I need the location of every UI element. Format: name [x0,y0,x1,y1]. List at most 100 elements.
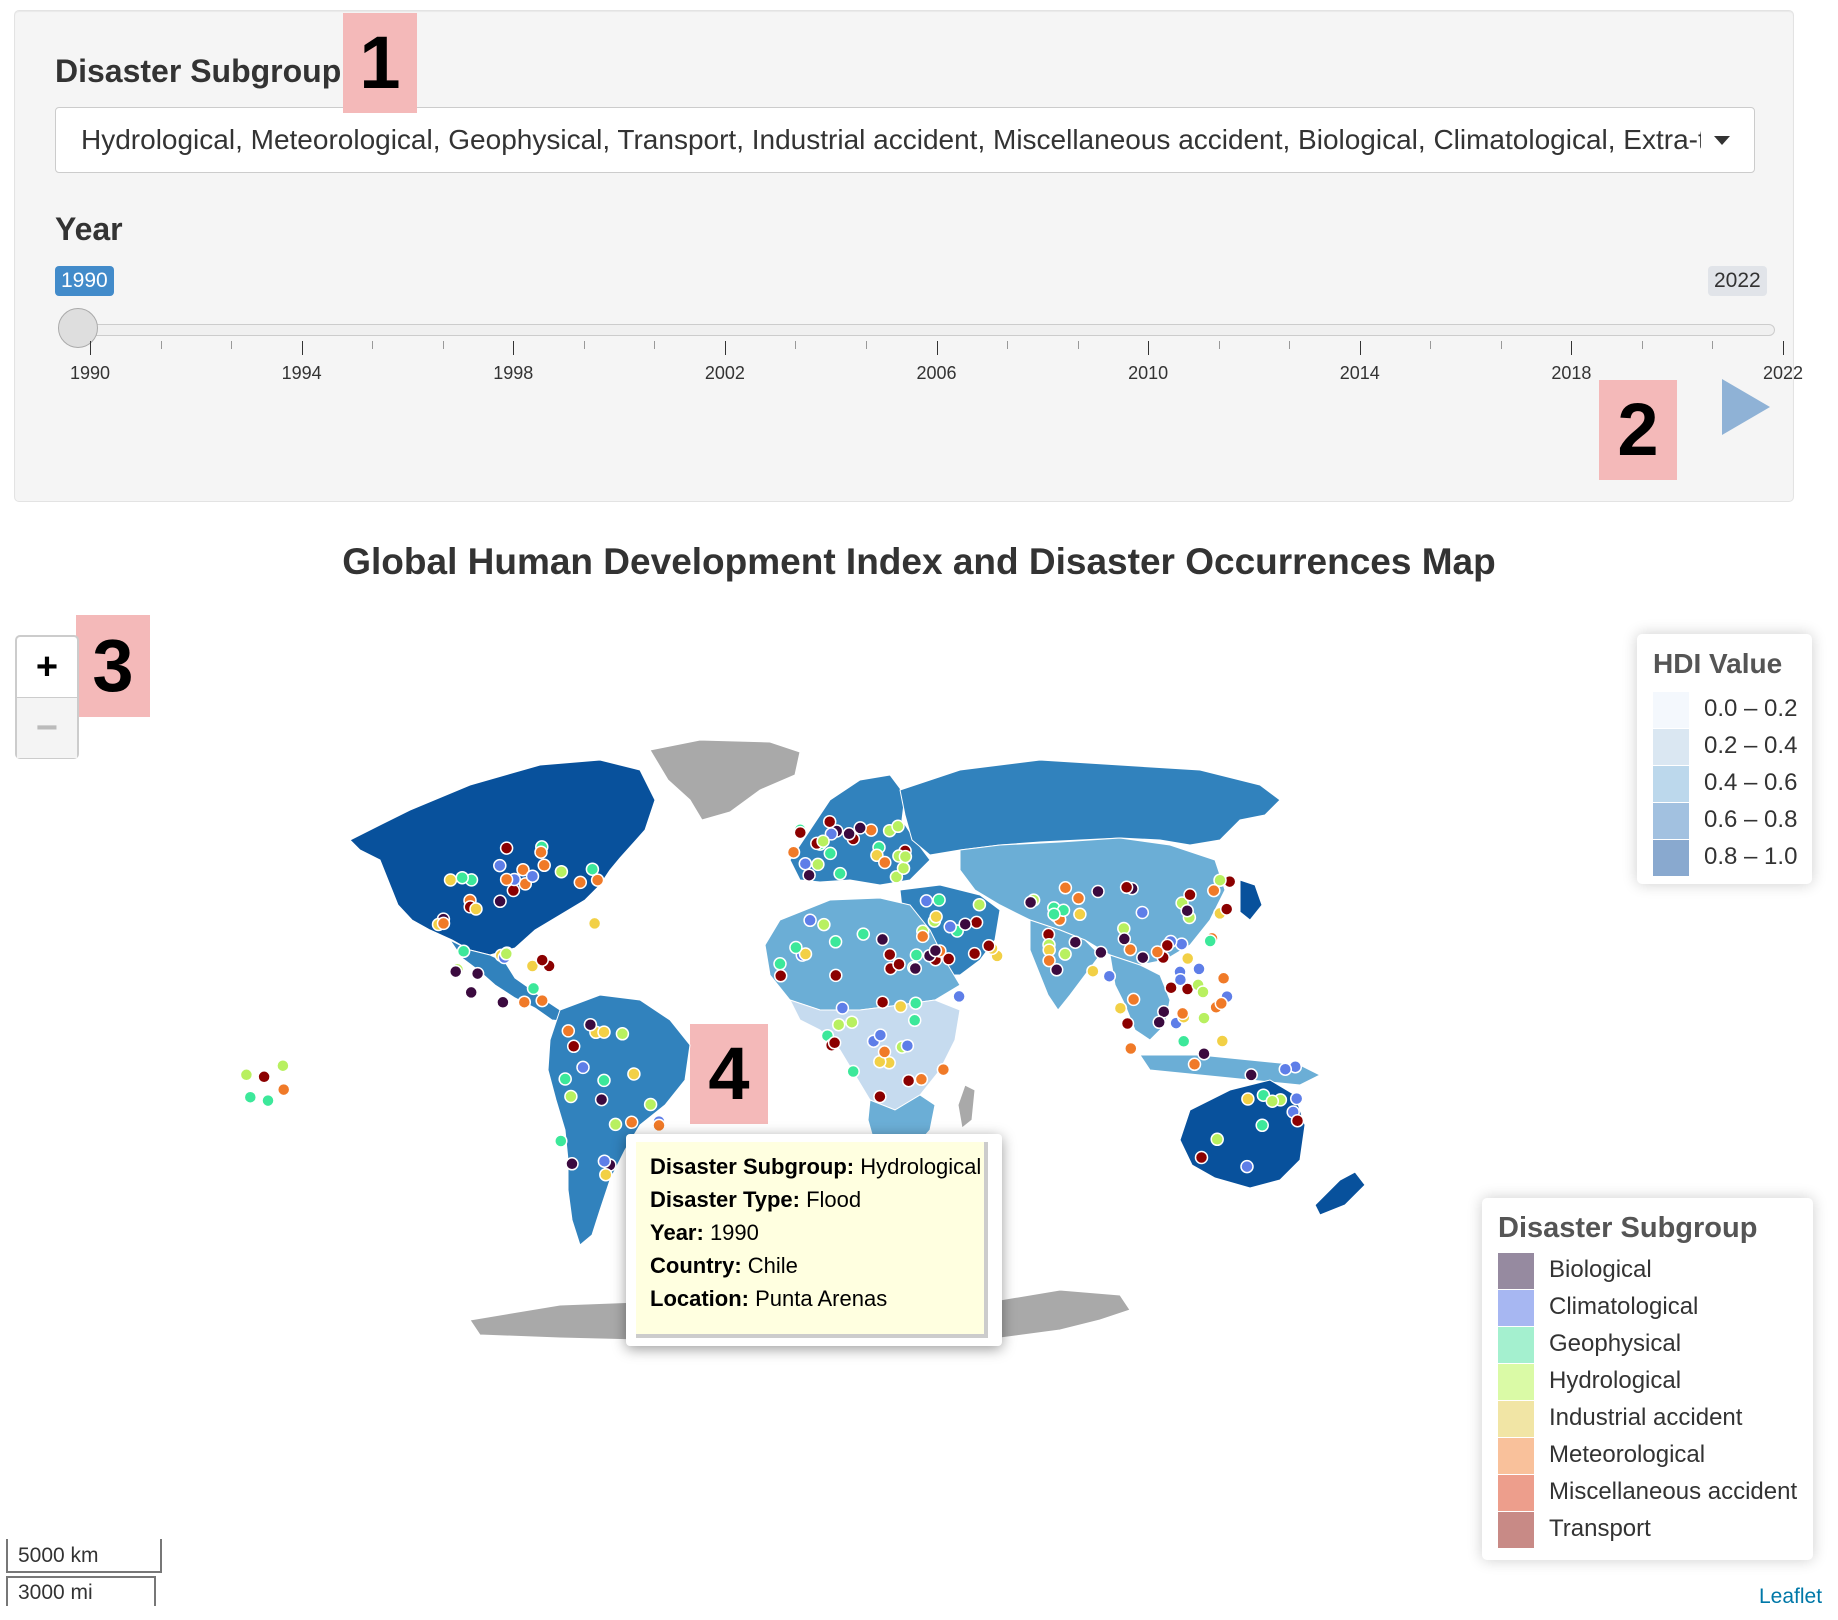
disaster-marker[interactable] [835,1001,850,1015]
disaster-marker[interactable] [915,929,930,944]
disaster-marker[interactable] [1197,1046,1211,1061]
disaster-marker[interactable] [583,1017,598,1032]
disaster-marker[interactable] [499,947,514,961]
disaster-marker[interactable] [846,1064,860,1079]
disaster-marker[interactable] [803,913,817,928]
disaster-marker[interactable] [1058,947,1072,961]
disaster-marker[interactable] [516,862,530,877]
disaster-marker[interactable] [914,1072,929,1087]
disaster-marker[interactable] [493,894,507,909]
disaster-marker[interactable] [958,917,972,931]
disaster-marker[interactable] [822,814,837,829]
disaster-marker[interactable] [534,845,548,859]
disaster-marker[interactable] [845,1015,859,1029]
disaster-marker[interactable] [1058,881,1073,895]
disaster-marker[interactable] [1244,1068,1258,1082]
disaster-marker[interactable] [831,1017,846,1032]
slider-handle[interactable] [58,308,98,348]
disaster-marker[interactable] [1049,963,1064,977]
disaster-marker[interactable] [506,883,521,898]
disaster-marker[interactable] [798,947,813,961]
disaster-marker[interactable] [901,1073,916,1088]
disaster-marker[interactable] [773,957,787,971]
country-indonesia[interactable] [1139,1054,1322,1086]
disaster-marker[interactable] [1213,873,1227,887]
disaster-marker[interactable] [898,849,913,864]
disaster-marker[interactable] [1123,942,1138,957]
disaster-marker[interactable] [566,1039,581,1054]
disaster-marker[interactable] [525,869,540,883]
disaster-marker[interactable] [558,1072,572,1086]
disaster-marker[interactable] [257,1070,271,1084]
disaster-marker[interactable] [1150,945,1165,959]
disaster-marker[interactable] [561,1024,576,1038]
disaster-marker[interactable] [608,1117,623,1132]
disaster-marker[interactable] [599,1167,613,1182]
disaster-marker[interactable] [816,834,830,848]
disaster-marker[interactable] [448,964,463,979]
disaster-marker[interactable] [1071,891,1086,906]
disaster-marker[interactable] [1136,950,1150,965]
disaster-marker[interactable] [1255,1118,1269,1133]
disaster-marker[interactable] [1215,1034,1230,1048]
disaster-marker[interactable] [892,957,906,971]
disaster-marker[interactable] [928,943,943,958]
disaster-marker[interactable] [1175,1006,1190,1021]
disaster-marker[interactable] [802,868,816,882]
disaster-marker[interactable] [900,1038,915,1053]
disaster-marker[interactable] [1278,1062,1293,1076]
disaster-marker[interactable] [1180,951,1195,966]
disaster-marker[interactable] [1124,1041,1138,1056]
disaster-marker[interactable] [824,827,839,841]
disaster-marker[interactable] [919,894,934,908]
disaster-marker[interactable] [1113,1001,1128,1015]
disaster-marker[interactable] [1240,1159,1254,1174]
disaster-marker[interactable] [643,1097,658,1112]
disaster-marker[interactable] [875,932,890,947]
disaster-marker[interactable] [878,855,892,870]
disaster-marker[interactable] [565,1157,579,1171]
disaster-marker[interactable] [1120,1016,1135,1031]
disaster-marker[interactable] [952,989,966,1004]
disaster-marker[interactable] [936,1062,951,1077]
disaster-marker[interactable] [517,995,532,1009]
disaster-marker[interactable] [1126,992,1141,1007]
disaster-marker[interactable] [1265,1094,1280,1108]
disaster-marker[interactable] [499,841,514,855]
disaster-marker[interactable] [585,862,600,876]
disaster-marker[interactable] [470,966,485,981]
disaster-marker[interactable] [597,1025,611,1039]
disaster-marker[interactable] [967,946,982,961]
disaster-marker[interactable] [1174,937,1189,951]
disaster-marker[interactable] [1187,1057,1202,1072]
disaster-marker[interactable] [889,870,904,884]
disaster-marker[interactable] [896,861,911,875]
disaster-marker[interactable] [827,1036,842,1050]
disaster-marker[interactable] [261,1093,275,1108]
disaster-marker[interactable] [1119,880,1134,895]
disaster-marker[interactable] [1194,1150,1209,1165]
disaster-marker[interactable] [883,947,897,962]
disaster-marker[interactable] [873,1089,887,1104]
disaster-marker[interactable] [1216,971,1231,986]
disaster-marker[interactable] [793,825,808,840]
disaster-marker[interactable] [615,1027,630,1041]
disaster-marker[interactable] [1023,895,1038,910]
disaster-marker[interactable] [535,993,549,1008]
disaster-marker[interactable] [1210,1132,1224,1147]
country-japan[interactable] [1239,879,1263,921]
zoom-out-button[interactable]: − [17,698,77,758]
disaster-marker[interactable] [856,927,871,941]
disaster-marker[interactable] [1173,972,1188,987]
leaflet-attribution-link[interactable]: Leaflet [1759,1585,1823,1608]
disaster-marker[interactable] [537,858,551,873]
disaster-marker[interactable] [443,873,458,887]
disaster-marker[interactable] [1176,1034,1191,1049]
disaster-marker[interactable] [597,1154,612,1168]
disaster-marker[interactable] [239,1068,254,1082]
disaster-marker[interactable] [909,948,924,962]
disaster-marker[interactable] [1214,996,1229,1011]
disaster-marker[interactable] [908,961,923,976]
disaster-marker[interactable] [627,1067,641,1081]
disaster-marker[interactable] [1183,888,1197,902]
